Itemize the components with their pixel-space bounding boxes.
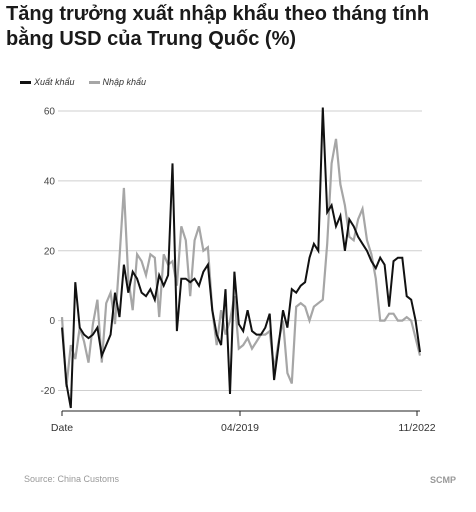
x-tick-label: 04/2019: [221, 422, 259, 434]
legend-label-import: Nhập khẩu: [102, 77, 147, 87]
brand-logo-text: SCMP: [429, 475, 456, 485]
y-tick-label: -20: [41, 386, 56, 397]
series-layer: [60, 107, 422, 409]
legend-item-export: Xuất khẩu: [20, 77, 75, 87]
x-axis-layer: Date 04/2019 11/2022: [51, 410, 436, 434]
x-tick-label: 11/2022: [398, 422, 435, 434]
legend-label-export: Xuất khẩu: [34, 77, 75, 87]
x-tick-label: Date: [51, 422, 73, 434]
y-tick-label: 40: [44, 176, 56, 187]
chart-legend: Xuất khẩu Nhập khẩu: [20, 77, 160, 87]
legend-item-import: Nhập khẩu: [88, 77, 147, 87]
legend-swatch-export: [20, 80, 31, 84]
series-line-import: [60, 138, 422, 388]
source-note: Source: China Customs: [24, 474, 120, 484]
grid-layer: [58, 110, 422, 392]
y-tick-label: 20: [44, 246, 56, 257]
y-tick-labels: -20 0 20 40 60: [41, 106, 56, 397]
series-line-export: [61, 107, 421, 409]
y-tick-label: 0: [49, 316, 55, 327]
line-chart: -20 0 20 40 60 Date 04/2019 11/2022: [41, 106, 436, 434]
chart-title: Tăng trưởng xuất nhập khẩu theo tháng tí…: [6, 3, 430, 50]
legend-swatch-import: [88, 80, 100, 84]
y-tick-label: 60: [44, 106, 56, 117]
